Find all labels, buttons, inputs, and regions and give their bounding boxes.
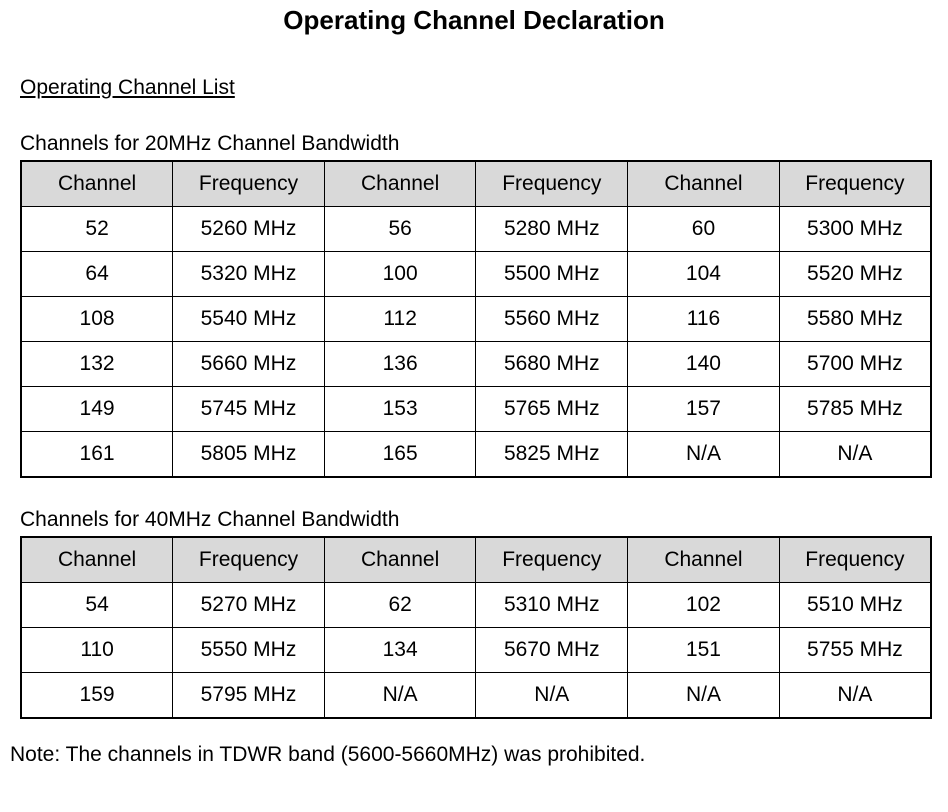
table-cell: N/A (779, 673, 931, 719)
table-cell: 5500 MHz (476, 252, 628, 297)
table-cell: N/A (628, 432, 780, 478)
table-cell: 165 (324, 432, 476, 478)
table-row: 149 5745 MHz 153 5765 MHz 157 5785 MHz (21, 387, 931, 432)
table-cell: 161 (21, 432, 173, 478)
table-cell: 5510 MHz (779, 583, 931, 628)
table-cell: 5670 MHz (476, 628, 628, 673)
page-title: Operating Channel Declaration (10, 5, 938, 36)
table-cell: N/A (324, 673, 476, 719)
table-cell: N/A (628, 673, 780, 719)
table-cell: 60 (628, 207, 780, 252)
table-cell: 112 (324, 297, 476, 342)
table-row: 54 5270 MHz 62 5310 MHz 102 5510 MHz (21, 583, 931, 628)
footnote: Note: The channels in TDWR band (5600-56… (10, 743, 938, 767)
table-cell: 102 (628, 583, 780, 628)
table-cell: 5550 MHz (173, 628, 325, 673)
column-header: Frequency (173, 161, 325, 207)
table-cell: 5755 MHz (779, 628, 931, 673)
table-cell: 5300 MHz (779, 207, 931, 252)
column-header: Frequency (476, 161, 628, 207)
table-cell: 5700 MHz (779, 342, 931, 387)
table-cell: 110 (21, 628, 173, 673)
table-cell: 108 (21, 297, 173, 342)
table-cell: 151 (628, 628, 780, 673)
table-cell: 5560 MHz (476, 297, 628, 342)
table-cell: 5260 MHz (173, 207, 325, 252)
table-cell: 5520 MHz (779, 252, 931, 297)
section-heading: Operating Channel List (20, 76, 938, 100)
table-header-row: Channel Frequency Channel Frequency Chan… (21, 537, 931, 583)
column-header: Frequency (173, 537, 325, 583)
table-cell: 5785 MHz (779, 387, 931, 432)
table-20mhz-caption: Channels for 20MHz Channel Bandwidth (20, 132, 938, 156)
table-cell: 5270 MHz (173, 583, 325, 628)
column-header: Channel (324, 161, 476, 207)
table-cell: 5805 MHz (173, 432, 325, 478)
table-cell: 5310 MHz (476, 583, 628, 628)
table-cell: 56 (324, 207, 476, 252)
table-20mhz: Channel Frequency Channel Frequency Chan… (20, 160, 932, 478)
table-cell: 136 (324, 342, 476, 387)
table-row: 108 5540 MHz 112 5560 MHz 116 5580 MHz (21, 297, 931, 342)
column-header: Channel (21, 161, 173, 207)
column-header: Channel (324, 537, 476, 583)
table-row: 64 5320 MHz 100 5500 MHz 104 5520 MHz (21, 252, 931, 297)
column-header: Frequency (779, 537, 931, 583)
table-cell: 5680 MHz (476, 342, 628, 387)
table-row: 161 5805 MHz 165 5825 MHz N/A N/A (21, 432, 931, 478)
table-cell: 5660 MHz (173, 342, 325, 387)
table-cell: 5765 MHz (476, 387, 628, 432)
table-cell: 153 (324, 387, 476, 432)
table-cell: N/A (779, 432, 931, 478)
table-row: 132 5660 MHz 136 5680 MHz 140 5700 MHz (21, 342, 931, 387)
table-cell: 159 (21, 673, 173, 719)
table-cell: 104 (628, 252, 780, 297)
table-row: 159 5795 MHz N/A N/A N/A N/A (21, 673, 931, 719)
table-40mhz-caption: Channels for 40MHz Channel Bandwidth (20, 508, 938, 532)
table-cell: 62 (324, 583, 476, 628)
column-header: Channel (628, 161, 780, 207)
table-cell: 5280 MHz (476, 207, 628, 252)
table-cell: N/A (476, 673, 628, 719)
table-cell: 149 (21, 387, 173, 432)
table-cell: 5540 MHz (173, 297, 325, 342)
table-cell: 5825 MHz (476, 432, 628, 478)
table-cell: 100 (324, 252, 476, 297)
column-header: Channel (21, 537, 173, 583)
table-row: 110 5550 MHz 134 5670 MHz 151 5755 MHz (21, 628, 931, 673)
table-cell: 157 (628, 387, 780, 432)
column-header: Channel (628, 537, 780, 583)
column-header: Frequency (779, 161, 931, 207)
table-cell: 64 (21, 252, 173, 297)
table-cell: 5580 MHz (779, 297, 931, 342)
table-row: 52 5260 MHz 56 5280 MHz 60 5300 MHz (21, 207, 931, 252)
table-cell: 5795 MHz (173, 673, 325, 719)
table-header-row: Channel Frequency Channel Frequency Chan… (21, 161, 931, 207)
table-cell: 134 (324, 628, 476, 673)
table-cell: 140 (628, 342, 780, 387)
table-cell: 132 (21, 342, 173, 387)
table-cell: 54 (21, 583, 173, 628)
table-cell: 5320 MHz (173, 252, 325, 297)
table-cell: 52 (21, 207, 173, 252)
table-cell: 5745 MHz (173, 387, 325, 432)
column-header: Frequency (476, 537, 628, 583)
table-cell: 116 (628, 297, 780, 342)
table-40mhz: Channel Frequency Channel Frequency Chan… (20, 536, 932, 719)
